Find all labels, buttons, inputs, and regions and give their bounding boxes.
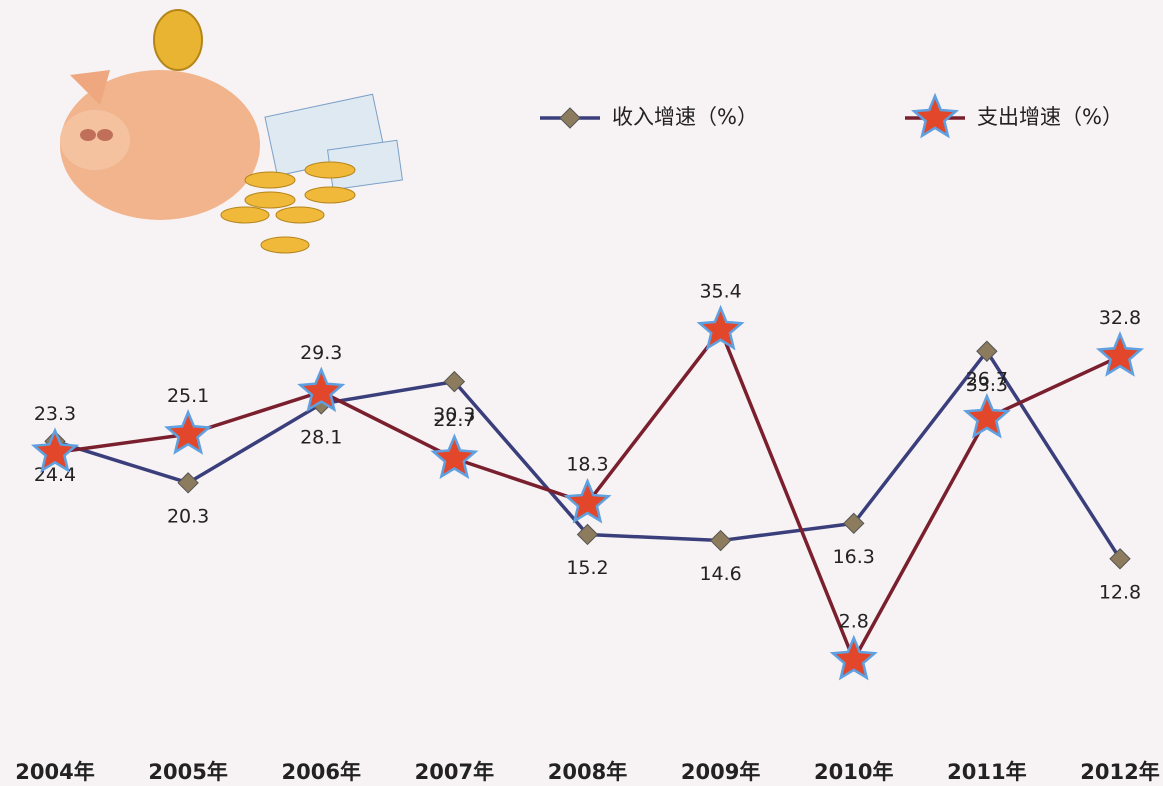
- data-label: 23.3: [34, 403, 76, 425]
- data-label: 15.2: [566, 557, 608, 579]
- legend-label: 收入增速（%）: [612, 105, 758, 129]
- data-label: 18.3: [566, 454, 608, 476]
- x-tick-label: 2011年: [947, 760, 1026, 784]
- data-label: 28.1: [300, 426, 342, 448]
- x-tick-label: 2009年: [681, 760, 760, 784]
- data-label: 35.4: [699, 281, 741, 303]
- x-tick-label: 2004年: [15, 760, 94, 784]
- x-tick-label: 2006年: [282, 760, 361, 784]
- x-tick-label: 2008年: [548, 760, 627, 784]
- data-label: 32.8: [1099, 307, 1141, 329]
- data-label: 25.1: [167, 385, 209, 407]
- chart: 2004年 2005年 2006年 2007年 2008年 2009年 2010年 2011年…: [0, 0, 1163, 786]
- data-label: 16.3: [833, 546, 875, 568]
- data-label: 29.3: [300, 342, 342, 364]
- data-label: 24.4: [34, 464, 76, 486]
- data-label: 22.7: [433, 409, 475, 431]
- x-tick-label: 2012年: [1080, 760, 1159, 784]
- legend-label: 支出增速（%）: [977, 105, 1123, 129]
- data-label: 26.7: [966, 369, 1008, 391]
- x-tick-label: 2005年: [148, 760, 227, 784]
- data-label: 20.3: [167, 505, 209, 527]
- x-tick-label: 2007年: [415, 760, 494, 784]
- data-label: 2.8: [839, 611, 869, 633]
- data-label: 12.8: [1099, 581, 1141, 603]
- x-tick-label: 2010年: [814, 760, 893, 784]
- data-label: 14.6: [699, 563, 741, 585]
